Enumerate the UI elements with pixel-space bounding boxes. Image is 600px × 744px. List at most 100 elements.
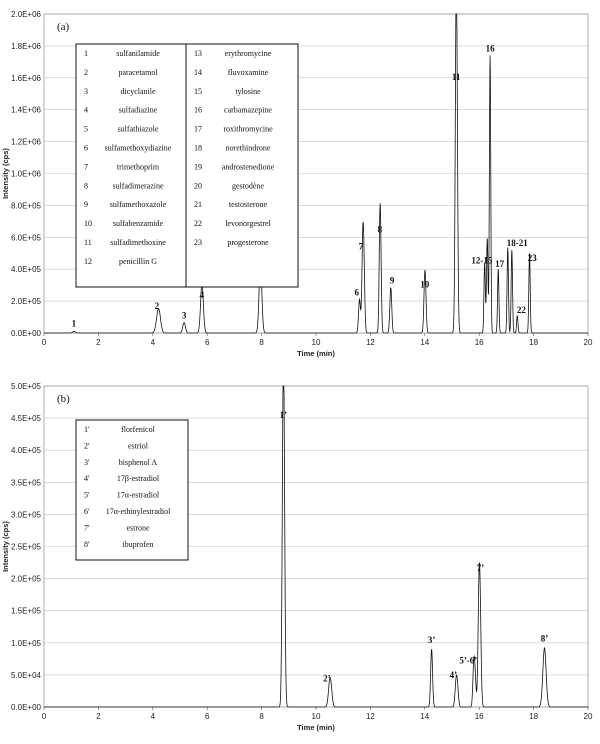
legend-number: 7 xyxy=(84,162,88,171)
x-tick-label: 6 xyxy=(205,338,210,347)
compound-legend: 1 sulfanilamide 2 paracetamol 3 dicyclanile 4 s… xyxy=(75,43,299,288)
y-tick-label: 2.0E+06 xyxy=(11,10,42,19)
y-axis-ticks: 0.0E+00 5.0E+04 1.0E+05 1.5E+05 2.0E+05 2.5E+… xyxy=(11,382,42,712)
peak-label: 1’ xyxy=(280,410,288,420)
legend-compound-name: testosterone xyxy=(229,200,268,209)
x-axis-title: Time (min) xyxy=(297,723,335,732)
peak-label: 2’ xyxy=(323,673,331,683)
peak-label: 10 xyxy=(420,280,430,290)
legend-number: 5' xyxy=(84,491,90,500)
legend-number: 2' xyxy=(84,441,90,450)
x-tick-label: 16 xyxy=(475,338,484,347)
legend-number: 2 xyxy=(84,68,88,77)
legend-box xyxy=(75,43,299,288)
peak-label: 18-21 xyxy=(507,238,528,248)
y-tick-label: 8.0E+05 xyxy=(11,201,42,210)
y-tick-label: 5.0E+05 xyxy=(11,382,42,391)
legend-compound-name: norethindrone xyxy=(226,144,271,153)
x-tick-label: 2 xyxy=(96,338,101,347)
x-tick-label: 14 xyxy=(420,338,429,347)
y-tick-label: 1.6E+06 xyxy=(11,74,42,83)
legend-number: 15 xyxy=(194,87,202,96)
peak-label: 22 xyxy=(517,305,527,315)
legend-compound-name: sulfadimethoxine xyxy=(110,238,166,247)
peak-labels: 1’ 2’ 3’ 4’5’-6’ 7’ 8’ xyxy=(280,410,549,683)
legend-compound-name: androstenedione xyxy=(222,162,275,171)
x-tick-label: 20 xyxy=(584,712,593,721)
y-tick-label: 1.4E+06 xyxy=(11,106,42,115)
legend-compound-name: roxithromycine xyxy=(223,125,273,134)
legend-compound-name: tylosine xyxy=(235,87,261,96)
legend-compound-name: sulfadimerazine xyxy=(112,181,164,190)
peak-label: 2 xyxy=(155,301,160,311)
x-axis-ticks: 0 2 4 6 8 10 12 14 16 18 20 xyxy=(42,707,593,721)
y-tick-label: 6.0E+05 xyxy=(11,233,42,242)
y-tick-label: 5.0E+04 xyxy=(11,671,42,680)
chromatogram-panel-b: 0.0E+00 5.0E+04 1.0E+05 1.5E+05 2.0E+05 2.5E+… xyxy=(1,382,593,732)
legend-compound-name: paracetamol xyxy=(118,68,158,77)
peak-label: 6 xyxy=(355,288,360,298)
legend-compound-name: sulfathiazole xyxy=(118,125,159,134)
legend-number: 1 xyxy=(84,49,88,58)
legend-number: 1' xyxy=(84,425,90,434)
legend-compound-name: sulfanilamide xyxy=(116,49,160,58)
legend-compound-name: gestodène xyxy=(232,181,264,190)
legend-compound-name: florfenicol xyxy=(121,425,156,434)
legend-number: 3 xyxy=(84,87,88,96)
x-tick-label: 4 xyxy=(151,338,156,347)
legend-number: 3' xyxy=(84,458,90,467)
x-tick-label: 0 xyxy=(42,712,47,721)
y-tick-label: 2.0E+05 xyxy=(11,575,42,584)
y-tick-label: 4.0E+05 xyxy=(11,265,42,274)
peak-label: 3 xyxy=(182,311,187,321)
peak-label: 5’-6’ xyxy=(459,655,477,665)
chromatogram-trace xyxy=(44,385,588,708)
legend-number: 6 xyxy=(84,144,88,153)
peak-label: 12-15 xyxy=(471,256,492,266)
peak-label: 23 xyxy=(528,253,538,263)
x-tick-label: 6 xyxy=(205,712,210,721)
peak-label: 4 xyxy=(200,290,205,300)
legend-number: 8' xyxy=(84,540,90,549)
legend-box xyxy=(75,419,189,561)
legend-compound-name: 17β-estradiol xyxy=(117,474,160,483)
legend-compound-name: levonorgestrel xyxy=(225,219,271,228)
x-tick-label: 10 xyxy=(312,712,321,721)
y-tick-label: 1.5E+05 xyxy=(11,607,42,616)
y-tick-label: 1.2E+06 xyxy=(11,138,42,147)
peak-label: 7’ xyxy=(477,563,485,573)
legend-number: 16 xyxy=(194,106,202,115)
peak-label: 11 xyxy=(452,72,461,82)
legend-number: 6' xyxy=(84,507,90,516)
x-tick-label: 20 xyxy=(584,338,593,347)
legend-number: 4 xyxy=(84,106,88,115)
x-tick-label: 10 xyxy=(312,338,321,347)
legend-number: 21 xyxy=(194,200,202,209)
y-tick-label: 0.0E+00 xyxy=(11,329,42,338)
x-axis-ticks: 0 2 4 6 8 10 12 14 16 18 20 xyxy=(42,333,593,347)
y-tick-label: 3.0E+05 xyxy=(11,510,42,519)
peak-label: 3’ xyxy=(428,635,436,645)
peak-label: 8 xyxy=(378,225,383,235)
legend-number: 20 xyxy=(194,181,202,190)
legend-compound-name: progesterone xyxy=(227,238,269,247)
legend-number: 10 xyxy=(84,219,92,228)
y-axis-title: Intensity (cps) xyxy=(1,521,10,572)
x-tick-label: 12 xyxy=(366,338,375,347)
x-tick-label: 18 xyxy=(529,712,538,721)
legend-number: 8 xyxy=(84,181,88,190)
x-tick-label: 14 xyxy=(420,712,429,721)
x-tick-label: 4 xyxy=(151,712,156,721)
peak-label: 1 xyxy=(72,319,77,329)
peak-label: 9 xyxy=(390,276,395,286)
legend-number: 22 xyxy=(194,219,202,228)
legend-number: 7' xyxy=(84,523,90,532)
chromatogram-trace xyxy=(44,13,588,334)
x-tick-label: 8 xyxy=(259,338,264,347)
legend-compound-name: dicyclanile xyxy=(120,87,156,96)
peak-label: 17 xyxy=(495,259,505,269)
legend-compound-name: sulfamethoxazole xyxy=(110,200,167,209)
y-axis-ticks: 0.0E+00 2.0E+05 4.0E+05 6.0E+05 8.0E+05 1.0E+… xyxy=(11,10,42,338)
